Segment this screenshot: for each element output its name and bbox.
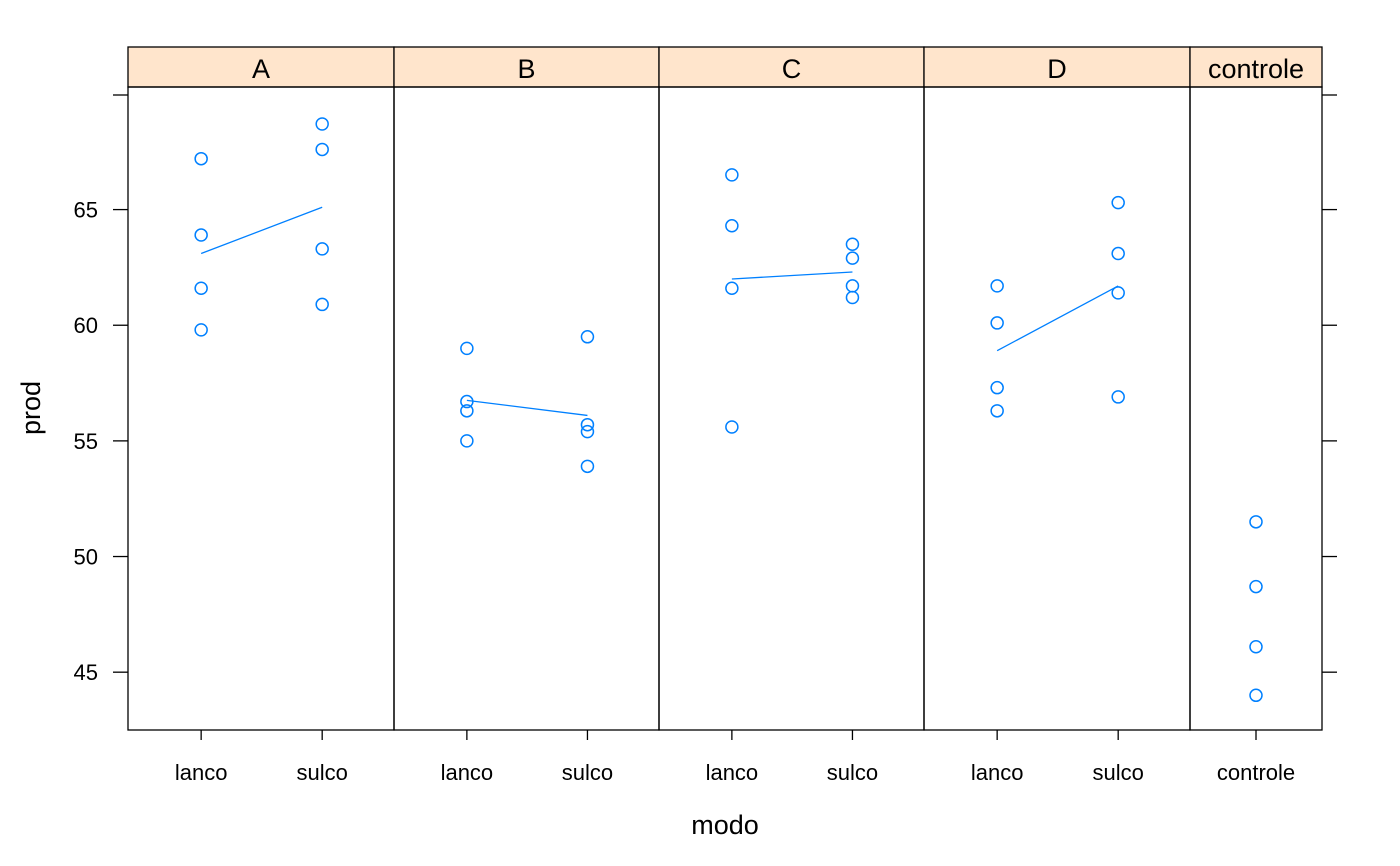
panel-a [127,86,395,731]
y-axis-label: prod [16,381,46,435]
panel-d [923,86,1191,731]
strip-c [658,46,925,88]
strip-label-c: C [782,54,802,84]
point-controle-controle-2 [1249,579,1263,594]
point-a-sulco-3 [315,242,329,256]
point-a-lanco-2 [194,228,208,242]
point-a-lanco-1 [194,151,208,166]
point-d-sulco-1 [1111,195,1125,210]
strip-label-d: D [1047,54,1067,84]
point-c-lanco-1 [725,168,739,182]
strip-label-controle: controle [1208,54,1304,84]
point-d-sulco-2 [1111,246,1125,261]
point-c-lanco-2 [725,219,739,233]
x-tick-label-c-lanco: lanco [706,760,759,785]
point-c-sulco-4 [845,290,860,305]
strip-a [127,46,395,88]
point-d-lanco-2 [990,316,1004,330]
point-d-lanco-4 [990,404,1004,418]
panel-controle [1189,86,1323,731]
x-tick-label-b-lanco: lanco [441,760,494,785]
point-a-lanco-4 [194,323,208,337]
x-tick-label-controle-controle: controle [1217,760,1295,785]
x-tick-label-c-sulco: sulco [827,760,878,785]
x-tick-label-d-sulco: sulco [1093,760,1144,785]
strip-label-b: B [517,54,535,84]
point-a-sulco-4 [315,297,329,312]
point-d-lanco-3 [990,380,1004,395]
point-d-lanco-1 [990,279,1004,293]
panels [127,86,1323,731]
point-b-sulco-4 [580,459,595,474]
panel-c [658,86,925,731]
x-tick-label-a-lanco: lanco [175,760,228,785]
point-b-lanco-1 [460,341,474,356]
x-tick-label-a-sulco: sulco [297,760,348,785]
point-b-lanco-4 [460,434,474,448]
mean-line-c [731,271,853,280]
x-tick-label-d-lanco: lanco [971,760,1024,785]
point-c-sulco-1 [845,237,860,252]
point-c-lanco-4 [725,420,739,434]
point-d-sulco-4 [1111,390,1125,404]
point-controle-controle-4 [1249,688,1263,703]
y-tick-label-65: 65 [74,198,98,223]
mean-line-d [996,285,1119,352]
axes: lanco sulco lanco sulco lanco sulco lanco sulco… [74,94,1337,785]
strip-label-a: A [252,54,270,84]
point-c-sulco-2 [845,251,860,265]
point-a-sulco-1 [315,117,329,131]
point-b-sulco-1 [580,330,595,344]
point-controle-controle-3 [1249,639,1263,654]
point-c-sulco-3 [845,279,860,293]
point-controle-controle-1 [1249,515,1263,529]
x-tick-label-b-sulco: sulco [562,760,613,785]
point-b-sulco-2 [580,417,595,432]
data-marks [194,117,1263,703]
point-d-sulco-3 [1111,286,1125,300]
y-tick-label-50: 50 [74,545,98,570]
y-tick-label-45: 45 [74,660,98,685]
point-a-lanco-3 [194,281,208,295]
mean-line-b [466,399,588,417]
point-b-lanco-3 [460,404,474,418]
y-tick-label-55: 55 [74,429,98,454]
point-a-sulco-2 [315,142,329,157]
y-tick-label-60: 60 [74,313,98,338]
point-b-sulco-3 [580,424,595,439]
panel-b [393,86,660,731]
strip-b [393,46,660,88]
mean-line-a [200,206,323,255]
x-axis-label: modo [691,810,759,840]
point-c-lanco-3 [725,281,739,295]
